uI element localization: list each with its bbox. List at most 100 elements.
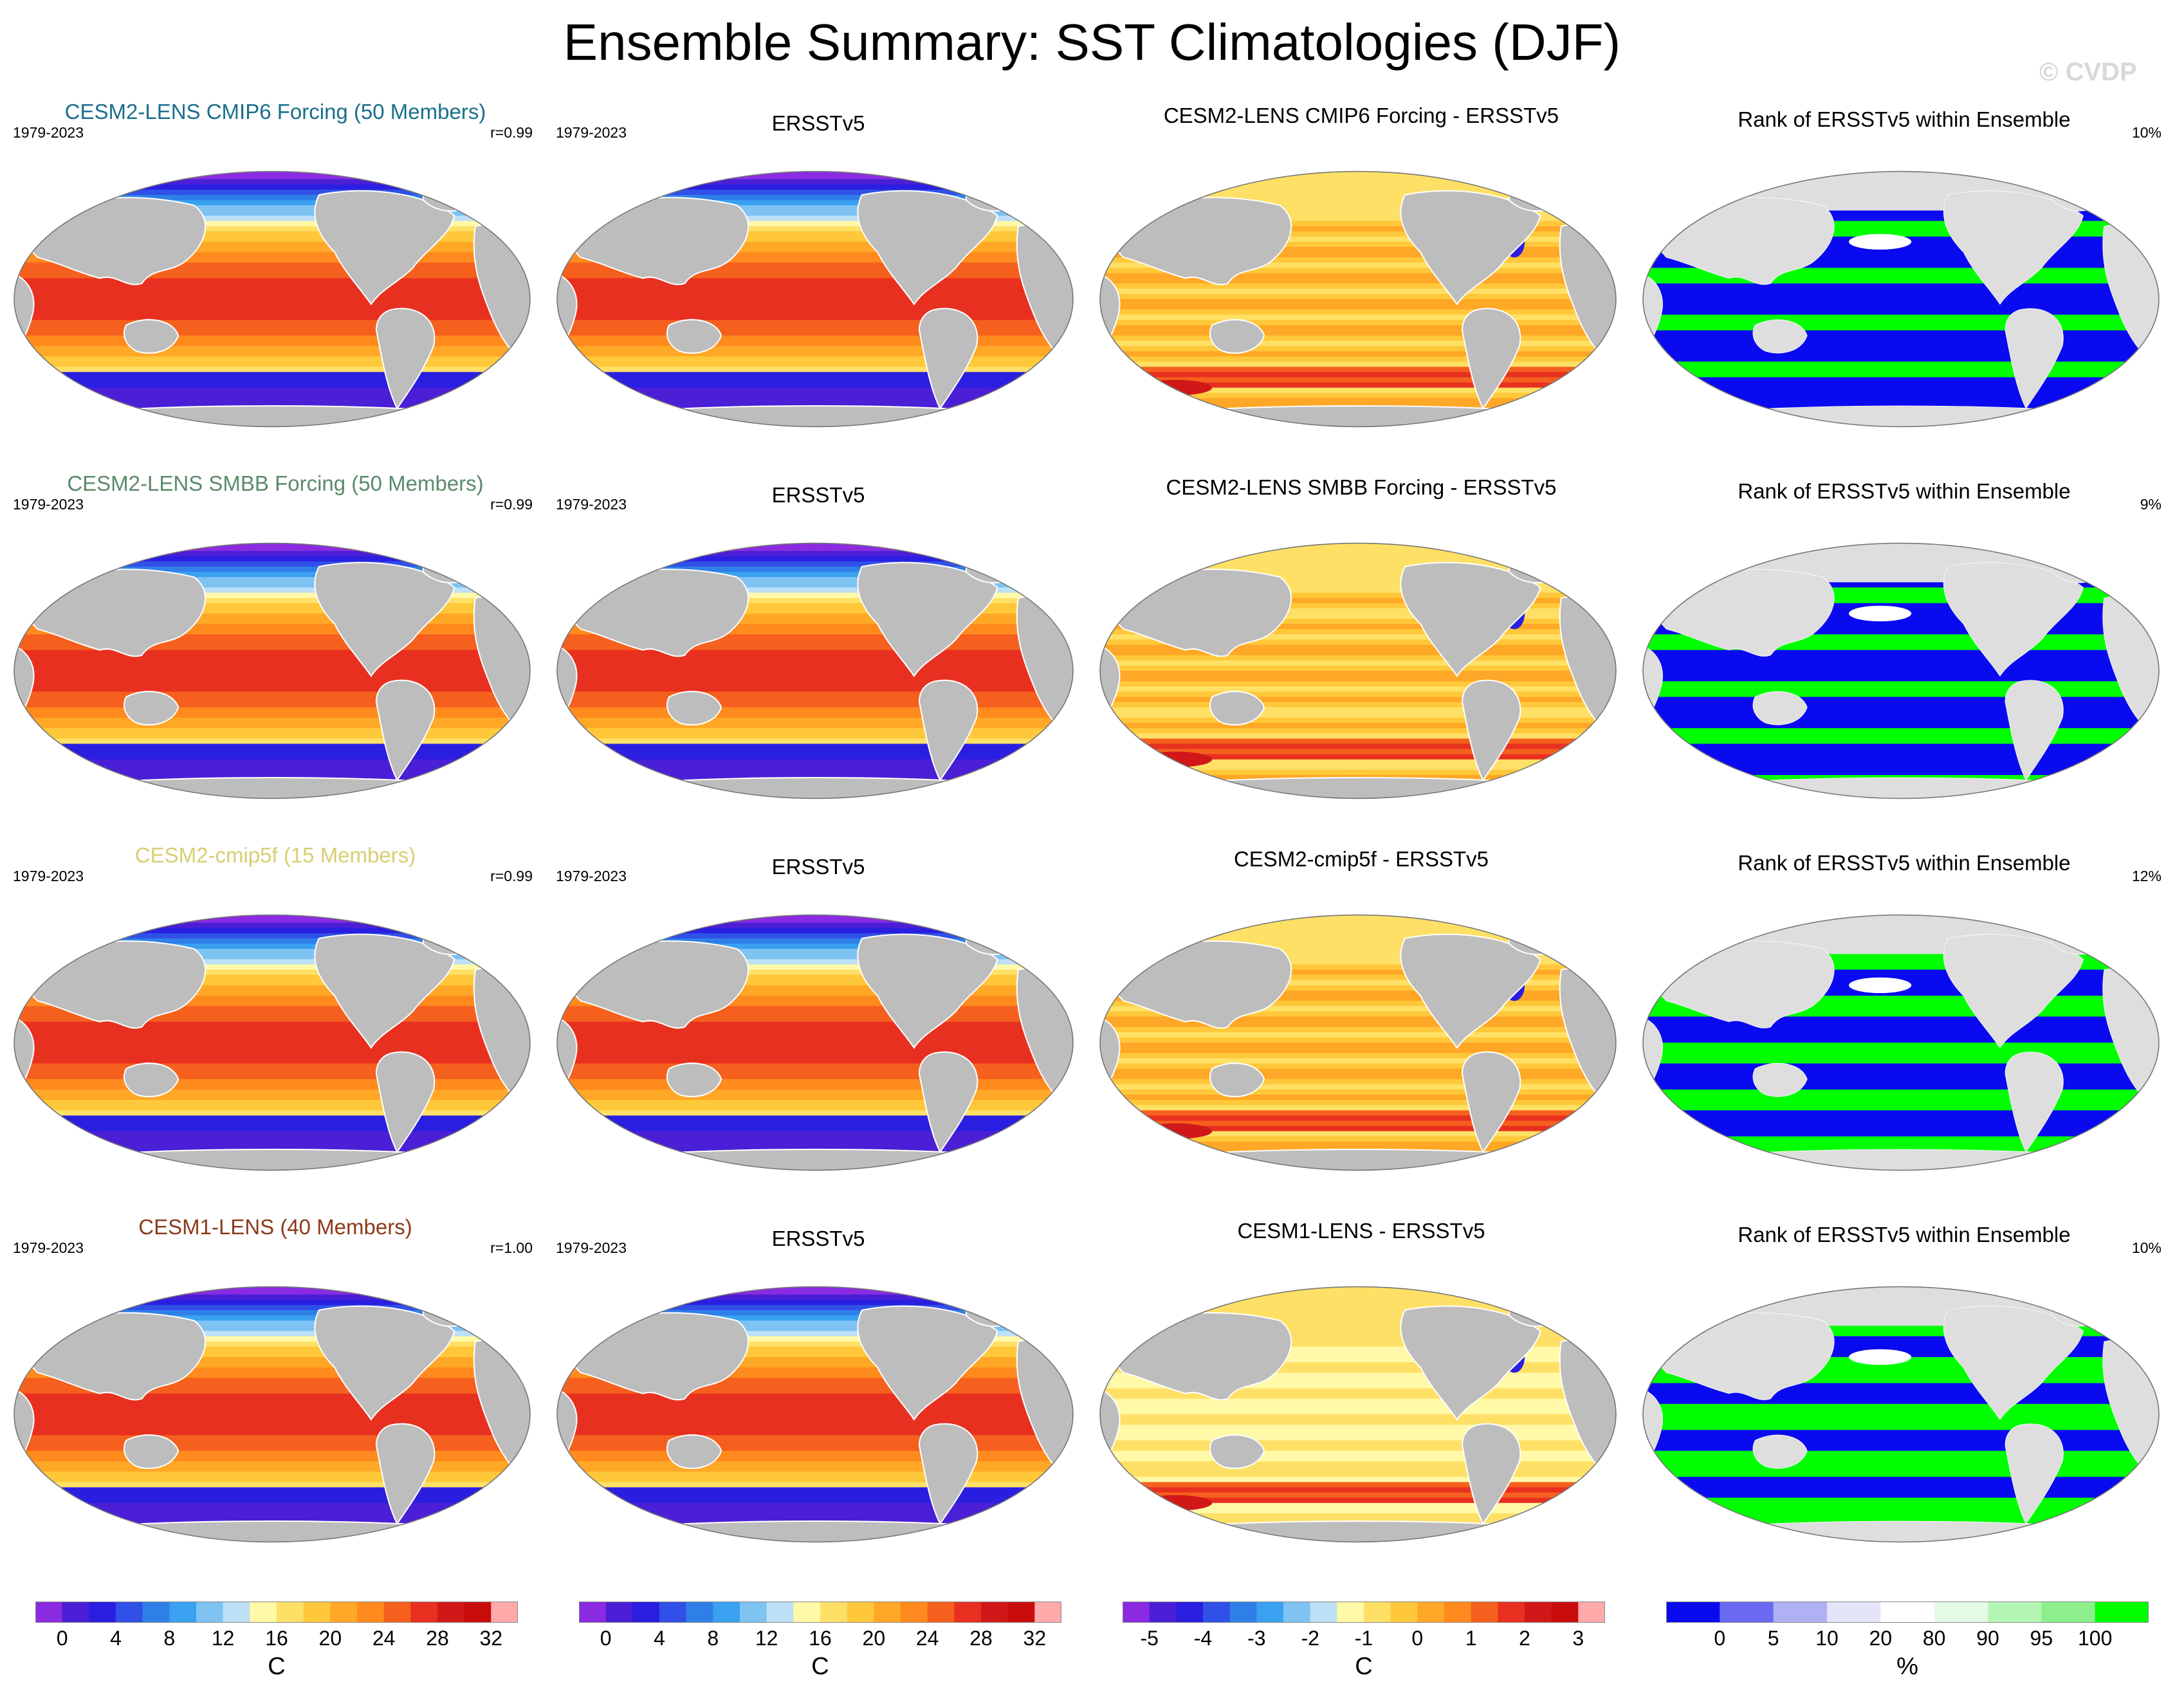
colorbar-swatch xyxy=(1773,1602,1828,1622)
map-band xyxy=(1643,1346,2159,1353)
map-band xyxy=(1643,1001,2159,1007)
model-map-row-2 xyxy=(14,542,531,799)
colorbar-swatch xyxy=(1364,1602,1391,1622)
map-band xyxy=(1643,639,2159,646)
map-band xyxy=(557,624,1073,630)
map-band xyxy=(557,1073,1073,1080)
difference-map-row-1 xyxy=(1099,170,1617,428)
colorbar-swatch xyxy=(89,1602,116,1622)
map-band xyxy=(1643,671,2159,677)
rank-map-row-1 xyxy=(1642,170,2160,428)
map-band xyxy=(14,915,530,918)
colorbar-tick-label: 24 xyxy=(372,1627,396,1650)
map-band xyxy=(1100,288,1616,295)
map-band xyxy=(557,1299,1073,1306)
land-mass xyxy=(375,307,436,410)
colorbar-swatch xyxy=(579,1602,607,1622)
map-band xyxy=(1643,299,2159,305)
colorbar-swatch xyxy=(632,1602,660,1622)
map-band xyxy=(14,1299,530,1306)
map-band xyxy=(14,749,530,755)
rank-map-row-4 xyxy=(1642,1286,2160,1543)
map-band xyxy=(14,1063,530,1070)
map-band xyxy=(1643,655,2159,661)
model-title: CESM2-cmip5f (15 Members) xyxy=(134,843,416,867)
map-band xyxy=(14,1409,530,1415)
map-band xyxy=(1643,1409,2159,1415)
map-band xyxy=(557,754,1073,760)
land-mass xyxy=(1692,1149,2110,1171)
colorbar-swatch xyxy=(196,1602,224,1622)
map-band xyxy=(1643,1079,2159,1085)
map-band xyxy=(14,1461,530,1467)
map-band xyxy=(1643,1398,2159,1405)
map-band xyxy=(1643,728,2159,735)
difference-title: CESM1-LENS - ERSSTv5 xyxy=(1237,1219,1485,1243)
colorbar-swatch xyxy=(1229,1602,1257,1622)
map-band xyxy=(14,268,530,274)
map-band xyxy=(1643,561,2159,567)
land-mass xyxy=(375,1051,436,1154)
map-band xyxy=(557,1373,1073,1379)
map-band xyxy=(1643,749,2159,755)
map-band xyxy=(1643,587,2159,594)
map-band xyxy=(1643,744,2159,750)
obs-period: 1979-2023 xyxy=(556,868,627,884)
land-mass xyxy=(1461,679,1521,782)
map-band xyxy=(1100,759,1616,765)
map-band xyxy=(1643,377,2159,383)
map-band xyxy=(1100,1440,1616,1447)
map-band xyxy=(557,195,1073,201)
map-band xyxy=(557,268,1073,274)
map-band xyxy=(14,650,530,656)
map-band xyxy=(557,969,1073,976)
map-band xyxy=(557,252,1073,259)
map-band xyxy=(1100,964,1616,971)
colorbar-swatch xyxy=(605,1602,633,1622)
colorbar-tick-label: -1 xyxy=(1355,1627,1373,1650)
map-outline xyxy=(556,542,1074,799)
rank-white-region xyxy=(1849,233,1912,250)
map-band xyxy=(14,1445,530,1452)
land-mass xyxy=(1752,319,1808,354)
map-band xyxy=(557,938,1073,944)
map-band xyxy=(1100,1351,1616,1358)
map-band xyxy=(1100,603,1616,609)
colorbar-tick-label: 0 xyxy=(57,1627,68,1650)
land-mass xyxy=(605,405,1025,427)
map-band xyxy=(557,723,1073,729)
map-band xyxy=(14,1398,530,1405)
colorbar-swatch xyxy=(250,1602,277,1622)
map-band xyxy=(1100,954,1616,960)
map-band xyxy=(14,974,530,981)
map-band xyxy=(1100,985,1616,991)
map-band xyxy=(14,345,530,352)
map-band xyxy=(557,1068,1073,1075)
map-band xyxy=(557,1048,1073,1054)
map-band xyxy=(1100,315,1616,321)
colorbar-swatch xyxy=(820,1602,848,1622)
map-band xyxy=(557,345,1073,352)
obs-period: 1979-2023 xyxy=(556,1239,627,1256)
map-band xyxy=(1100,1477,1616,1483)
map-band xyxy=(1643,382,2159,388)
map-band xyxy=(14,1032,530,1038)
map-band xyxy=(1643,1294,2159,1301)
map-band xyxy=(1643,1487,2159,1493)
map-band xyxy=(1643,738,2159,745)
map-band xyxy=(1643,733,2159,740)
map-band xyxy=(1643,1073,2159,1080)
map-band xyxy=(14,587,530,594)
map-band xyxy=(557,603,1073,609)
colorbar-tick-label: 4 xyxy=(654,1627,665,1650)
map-band xyxy=(1100,1487,1616,1493)
map-band xyxy=(557,707,1073,713)
colorbar-swatch xyxy=(357,1602,385,1622)
difference-title: CESM2-LENS SMBB Forcing - ERSSTv5 xyxy=(1166,475,1557,499)
map-band xyxy=(1100,944,1616,950)
map-band xyxy=(557,697,1073,703)
land-mass xyxy=(1692,405,2110,427)
map-band xyxy=(1643,1383,2159,1389)
map-band xyxy=(1100,582,1616,589)
colorbar-tick-label: 3 xyxy=(1572,1627,1584,1650)
